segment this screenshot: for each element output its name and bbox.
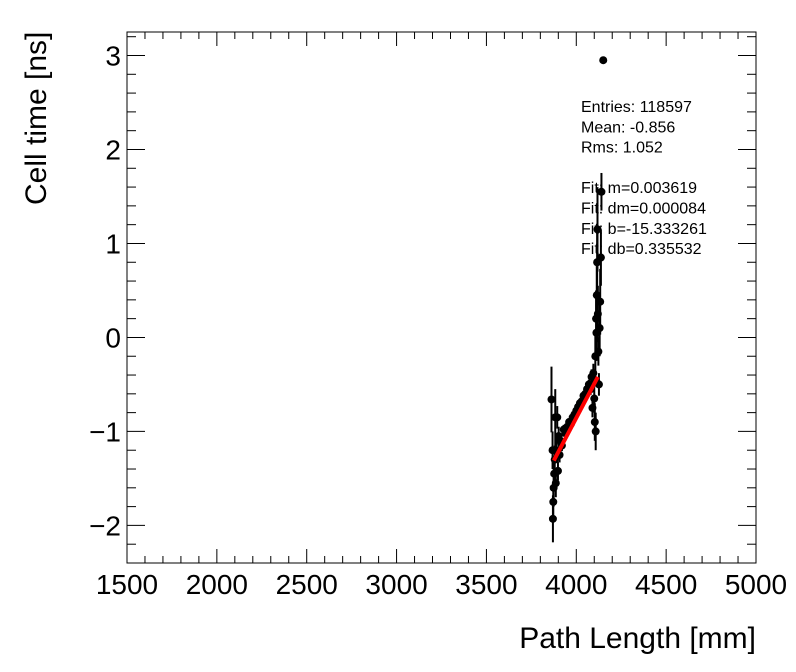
data-point xyxy=(599,56,608,65)
stats-line: Fit: b=-15.333261 xyxy=(581,221,707,238)
y-tick-label: −1 xyxy=(89,416,121,447)
data-point xyxy=(596,297,605,306)
data-point xyxy=(551,479,560,488)
x-tick-label: 1500 xyxy=(96,569,158,600)
y-tick-label: 3 xyxy=(105,40,121,71)
data-point xyxy=(548,514,557,523)
data-point xyxy=(596,253,605,262)
data-point xyxy=(593,225,602,234)
y-tick-label: 2 xyxy=(105,134,121,165)
data-point xyxy=(553,413,562,422)
data-point xyxy=(594,347,603,356)
data-point xyxy=(553,466,562,475)
stats-line: Mean: -0.856 xyxy=(581,119,675,136)
stats-line: Fit: m=0.003619 xyxy=(581,180,697,197)
data-point xyxy=(595,324,604,333)
data-point xyxy=(590,394,599,403)
y-tick-label: 0 xyxy=(105,322,121,353)
stats-line: Rms: 1.052 xyxy=(581,140,663,157)
data-point xyxy=(592,291,601,300)
y-axis-label: Cell time [ns] xyxy=(20,32,53,205)
data-point xyxy=(547,395,556,404)
stats-line: Fit: db=0.335532 xyxy=(581,241,702,258)
fit-line xyxy=(552,375,600,462)
tick-labels: 1500 2000 2500 3000 3500 4000 4500 5000 −2 −1 0 1 2 3 xyxy=(89,40,787,600)
x-tick-label: 3500 xyxy=(455,569,517,600)
data-point xyxy=(589,369,598,378)
x-axis-label: Path Length [mm] xyxy=(519,622,756,655)
data-point xyxy=(588,403,597,412)
data-point xyxy=(591,427,600,436)
stats-box: Entries: 118597 Mean: -0.856 Rms: 1.052 Fit… xyxy=(581,99,707,258)
x-tick-label: 5000 xyxy=(725,569,787,600)
x-tick-label: 4500 xyxy=(635,569,697,600)
x-tick-label: 3000 xyxy=(365,569,427,600)
y-tick-label: 1 xyxy=(105,228,121,259)
x-tick-label: 4000 xyxy=(545,569,607,600)
plot-frame xyxy=(126,31,757,564)
x-tick-label: 2000 xyxy=(186,569,248,600)
stats-line: Entries: 118597 xyxy=(581,99,692,116)
ticks xyxy=(126,32,757,563)
y-tick-label: −2 xyxy=(89,510,121,541)
data-point xyxy=(590,418,599,427)
data-point xyxy=(597,187,606,196)
data-point xyxy=(593,309,602,318)
stats-line: Fit: dm=0.000084 xyxy=(581,201,706,218)
x-tick-label: 2500 xyxy=(276,569,338,600)
data-point xyxy=(549,497,558,506)
